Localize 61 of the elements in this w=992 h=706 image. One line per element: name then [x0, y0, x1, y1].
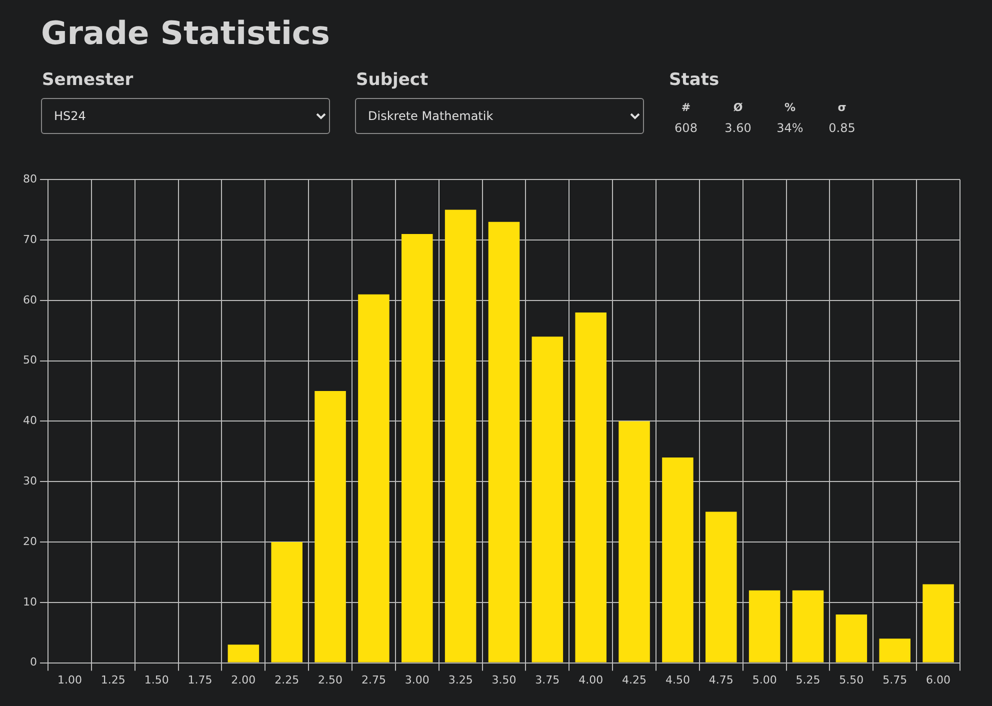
bar [792, 590, 824, 662]
bar [271, 542, 302, 662]
text: Semester [42, 70, 134, 90]
semester-select: HS24 [41, 98, 330, 134]
bar [314, 391, 346, 662]
text: 34% [776, 121, 804, 135]
text: 0.85 [828, 121, 856, 135]
x-tick-label: 3.75 [535, 673, 560, 686]
text: # [680, 101, 692, 114]
text: Ø [732, 101, 744, 114]
text: Stats [669, 70, 720, 90]
y-tick-label: 80 [22, 172, 37, 186]
y-tick-label: 50 [22, 354, 37, 367]
x-tick-label: 3.50 [492, 673, 516, 686]
x-tick-label: 4.50 [665, 673, 690, 686]
bar [618, 421, 650, 662]
x-tick-label: 3.00 [404, 673, 430, 686]
x-tick-label: 5.00 [752, 673, 777, 686]
x-tick-label: 4.00 [578, 673, 604, 686]
chart-title: Grade Statistics [41, 14, 330, 52]
bar [488, 222, 520, 662]
x-tick-label: 3.25 [448, 673, 473, 686]
x-tick-label: 1.50 [144, 673, 169, 686]
bar [532, 336, 564, 662]
bar [748, 590, 780, 662]
bar [228, 644, 260, 662]
text: Subject [356, 70, 428, 90]
y-tick-label: 0 [30, 656, 37, 669]
text: σ [836, 101, 848, 114]
x-tick-label: 5.75 [882, 673, 908, 686]
x-tick-label: 5.50 [839, 673, 864, 686]
text: 608 [674, 121, 698, 135]
bar [706, 512, 737, 662]
bar [836, 614, 868, 662]
text: % [783, 101, 797, 114]
bar [444, 210, 476, 662]
y-tick-label: 40 [22, 414, 37, 428]
x-tick-label: 2.25 [274, 673, 300, 686]
bar [575, 312, 606, 662]
x-tick-label: 2.75 [361, 673, 386, 686]
y-tick-label: 60 [22, 293, 37, 306]
subject-select: Diskrete Mathematik [355, 98, 644, 134]
bar [879, 638, 910, 662]
text: 3.60 [724, 121, 752, 135]
x-tick-label: 1.25 [100, 673, 126, 686]
x-tick-label: 2.50 [318, 673, 343, 686]
x-tick-label: 1.00 [57, 673, 82, 686]
y-tick-label: 30 [22, 474, 37, 488]
x-tick-label: 4.75 [708, 673, 734, 686]
x-tick-label: 5.25 [796, 673, 820, 686]
y-tick-label: 20 [22, 534, 37, 548]
x-tick-label: 2.00 [231, 673, 256, 686]
x-tick-label: 4.25 [622, 673, 647, 686]
x-tick-label: 1.75 [188, 673, 212, 686]
bar [402, 234, 433, 662]
y-tick-label: 10 [22, 595, 37, 608]
bar [922, 584, 954, 662]
bar [358, 294, 390, 662]
y-tick-label: 70 [22, 232, 37, 246]
x-tick-label: 6.00 [926, 673, 951, 686]
bar [662, 457, 694, 662]
